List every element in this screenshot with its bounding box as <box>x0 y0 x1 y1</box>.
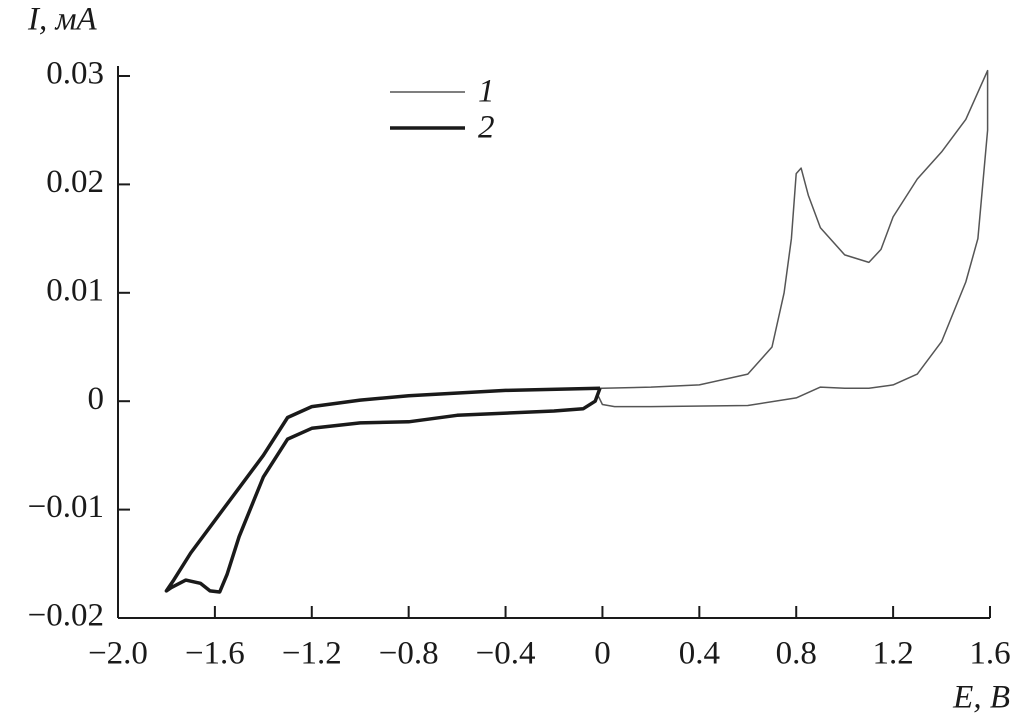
y-tick-label: 0.01 <box>46 272 104 308</box>
x-tick-label: −2.0 <box>88 636 148 672</box>
data-line <box>596 69 989 408</box>
x-tick-label: −1.6 <box>185 636 245 672</box>
x-tick-label: 0.8 <box>776 636 817 672</box>
x-tick-label: 1.2 <box>872 636 913 672</box>
y-tick-label: 0.03 <box>46 56 104 92</box>
x-tick-label: 0.4 <box>679 636 720 672</box>
y-axis-title: I, мА <box>27 2 98 38</box>
y-tick-label: −0.01 <box>28 489 104 525</box>
data-line <box>164 386 602 594</box>
x-tick-label: −0.8 <box>379 636 439 672</box>
y-tick-label: 0.02 <box>46 164 104 200</box>
legend-label: 1 <box>478 74 495 110</box>
x-tick-label: 1.6 <box>969 636 1010 672</box>
x-tick-label: −0.4 <box>476 636 536 672</box>
y-tick-label: −0.02 <box>28 598 104 634</box>
x-axis-title: E, В <box>952 680 1010 716</box>
x-tick-label: 0 <box>594 636 611 672</box>
legend-label: 2 <box>478 110 495 146</box>
y-tick-label: 0 <box>88 381 105 417</box>
x-tick-label: −1.2 <box>282 636 342 672</box>
